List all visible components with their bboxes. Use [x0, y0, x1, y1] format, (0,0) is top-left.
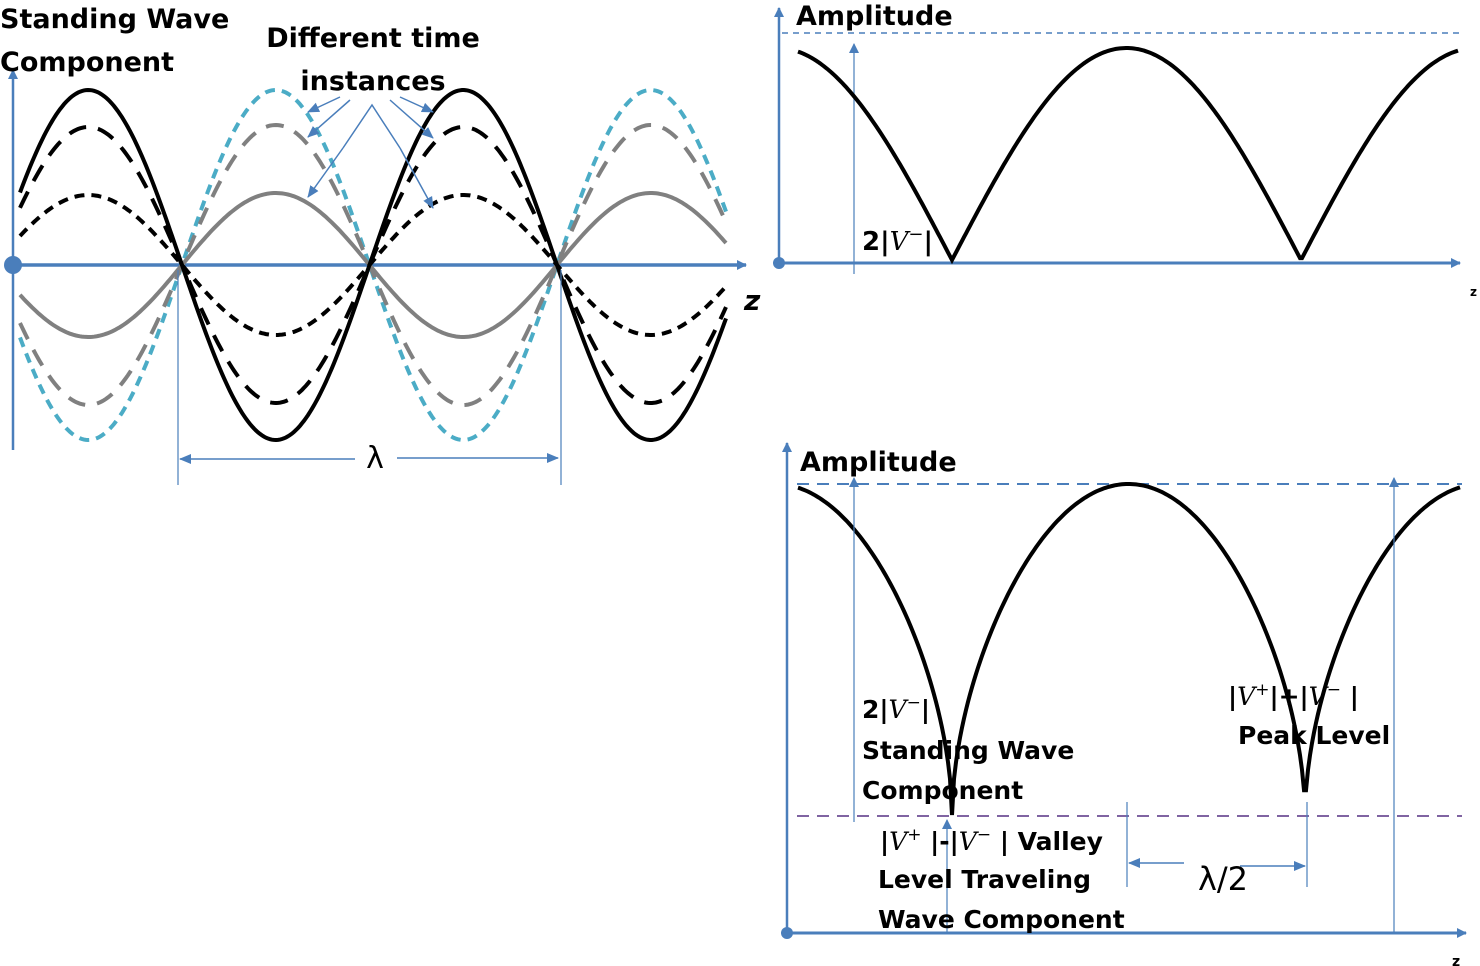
origin-dot [773, 257, 785, 269]
y-axis-label: Amplitude [796, 1, 953, 32]
peak-level-label-line1: |V+|+|V− | [1228, 680, 1359, 711]
curve-black-long-dashed [18, 124, 728, 406]
left-panel: λ Standing Wave Component Different time… [0, 4, 761, 485]
y-axis-label: Amplitude [800, 447, 957, 478]
annotation-line2: instances [300, 66, 445, 97]
origin-dot [4, 256, 22, 274]
annotation-line1: Different time [266, 23, 480, 54]
bottom-right-panel: λ/2 Amplitude 2|V−| Standing Wave Compon… [781, 442, 1467, 966]
valley-level-label-line3: Wave Component [878, 905, 1125, 934]
peak-level-label-line2: Peak Level [1238, 721, 1390, 750]
valley-level-label-line1: |V+ |-|V− | Valley [880, 825, 1103, 856]
valley-level-label-line2: Level Traveling [878, 865, 1091, 894]
half-wavelength-label: λ/2 [1198, 860, 1248, 898]
standing-wave-label-line3: Component [862, 776, 1023, 805]
curve-grey-solid [18, 191, 728, 339]
z-axis-label: z [1452, 954, 1460, 966]
amplitude-envelope-curve [797, 46, 1459, 265]
wavelength-label: λ [366, 441, 384, 476]
standing-wave-label-line2: Standing Wave [862, 736, 1074, 765]
curve-grey-dashed [18, 122, 728, 408]
z-axis-label: z [743, 284, 761, 317]
origin-dot [781, 927, 793, 939]
left-title-line1: Standing Wave [0, 4, 229, 35]
curve-black-short-dashed [18, 193, 728, 337]
z-axis-label: z [1470, 285, 1477, 299]
standing-wave-label-line1: 2|V−| [862, 693, 930, 724]
time-instance-arrows [307, 96, 434, 209]
left-title-line2: Component [0, 47, 174, 78]
amplitude-envelope-curve [797, 482, 1461, 816]
top-right-panel: Amplitude 2|V−| z [773, 1, 1477, 299]
standing-amp-label: 2|V−| [862, 224, 933, 257]
